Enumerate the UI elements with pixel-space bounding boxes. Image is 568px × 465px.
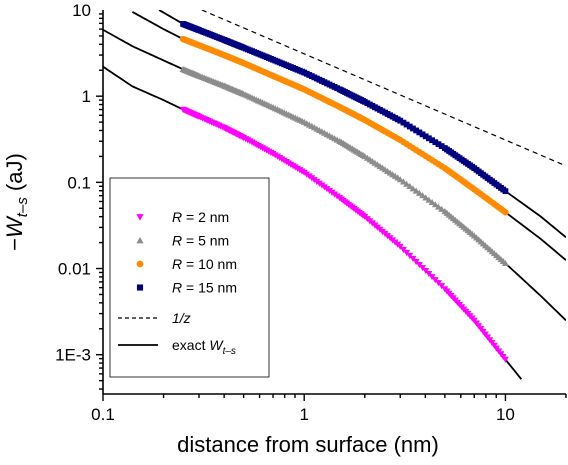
data-point	[415, 189, 423, 196]
data-point	[435, 203, 442, 210]
y-axis-label-sub: t–s	[14, 197, 31, 218]
data-point	[406, 182, 414, 190]
legend-swatch-R15	[136, 284, 144, 291]
legend-label-exact-sub: t–s	[223, 346, 236, 357]
x-ticks: 0.1 1 10	[91, 394, 567, 424]
y-tick-label: 0.1	[67, 173, 91, 192]
y-axis-label-var: W	[2, 215, 27, 238]
series-R10	[179, 35, 509, 216]
legend-label-R10: R = 10 nm	[172, 256, 237, 272]
data-point	[409, 185, 417, 192]
legend-label-rest: = 2 nm	[182, 209, 229, 225]
data-point	[432, 139, 439, 146]
data-point	[425, 196, 433, 203]
data-point	[502, 209, 509, 216]
y-tick-label: 1E-3	[55, 346, 91, 365]
x-tick-label: 0.1	[91, 405, 115, 424]
data-point	[422, 194, 430, 201]
series-R2	[179, 106, 509, 363]
data-point	[400, 178, 407, 185]
legend-swatch-R10	[136, 260, 144, 268]
data-point	[429, 137, 435, 144]
data-point	[419, 131, 426, 138]
y-tick-label: 1	[82, 87, 91, 106]
data-point	[419, 192, 426, 199]
y-axis-label-unit: (aJ)	[2, 153, 27, 197]
x-tick-label: 10	[496, 405, 515, 424]
series-R5	[179, 65, 509, 267]
data-point	[502, 356, 509, 363]
x-axis-label: distance from surface (nm)	[177, 432, 439, 457]
data-point	[426, 135, 432, 142]
data-point	[435, 141, 442, 148]
reference-line	[201, 10, 566, 167]
data-point	[400, 119, 407, 126]
data-point	[396, 176, 404, 183]
data-point	[431, 201, 439, 208]
legend-swatch-R5	[136, 236, 144, 244]
legend-marker-entries: R = 2 nmR = 5 nmR = 10 nmR = 15 nm	[136, 209, 237, 296]
series-R15	[180, 20, 509, 195]
data-point	[403, 121, 410, 128]
data-point	[438, 143, 445, 149]
legend-swatch-R2	[136, 214, 144, 221]
legend-label-rest: = 5 nm	[182, 233, 229, 249]
legend-label-exact-var: W	[209, 337, 224, 353]
legend-label-rest: = 15 nm	[182, 280, 237, 296]
legend-label-var: R	[172, 256, 182, 272]
legend-label-var: R	[172, 233, 182, 249]
legend-label-reference: 1/z	[172, 310, 191, 326]
legend-label-exact: exact Wt–s	[172, 337, 236, 357]
y-tick-label: 10	[72, 1, 91, 20]
data-point	[403, 180, 410, 187]
data-point	[416, 129, 423, 136]
marker-series	[179, 20, 509, 363]
reference-line-group	[201, 10, 566, 167]
y-ticks: 10 1 0.1 0.01 1E-3	[55, 1, 103, 390]
legend: R = 2 nmR = 5 nmR = 10 nmR = 15 nm 1/z e…	[109, 177, 270, 378]
data-point	[410, 125, 416, 132]
data-point	[412, 187, 420, 194]
y-tick-label: 0.01	[58, 260, 91, 279]
legend-label-R2: R = 2 nm	[172, 209, 229, 225]
legend-label-var: R	[172, 209, 182, 225]
legend-label-R5: R = 5 nm	[172, 233, 229, 249]
legend-label-rest: = 10 nm	[182, 256, 237, 272]
data-point	[406, 123, 413, 130]
data-point	[428, 198, 436, 206]
y-axis-label-prefix: −	[2, 238, 27, 251]
x-tick-label: 1	[299, 405, 308, 424]
legend-label-var: R	[172, 280, 182, 296]
legend-label-exact-prefix: exact	[172, 337, 209, 353]
data-point	[438, 205, 446, 212]
data-point	[397, 117, 404, 124]
data-point	[413, 127, 420, 134]
legend-frame	[109, 177, 270, 378]
data-point	[502, 259, 509, 267]
y-axis-label: −Wt–s (aJ)	[2, 153, 31, 251]
data-point	[422, 133, 429, 140]
data-point	[502, 188, 509, 195]
legend-label-R15: R = 15 nm	[172, 280, 237, 296]
